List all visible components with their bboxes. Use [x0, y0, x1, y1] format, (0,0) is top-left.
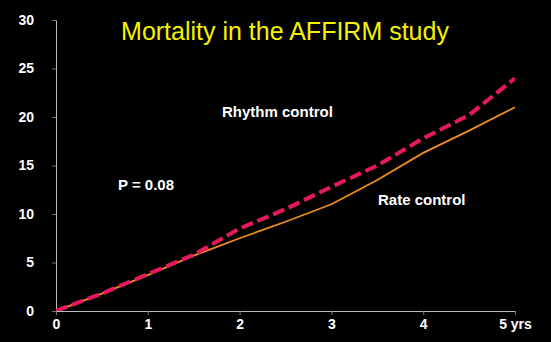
tick: 4: [420, 311, 428, 332]
tick-mark: [148, 311, 149, 315]
tick-mark: [56, 311, 57, 315]
tick: 5 yrs: [499, 311, 532, 332]
tick-mark: [52, 263, 56, 264]
tick-label: 15: [18, 157, 34, 173]
tick: 1: [144, 311, 152, 332]
series-line: [56, 107, 515, 311]
tick-mark: [515, 311, 516, 315]
tick: 3: [328, 311, 336, 332]
tick-label: 1: [144, 316, 152, 332]
annotation: P = 0.08: [118, 176, 174, 193]
tick-label: 30: [18, 12, 34, 28]
tick-label: 0: [26, 303, 34, 319]
tick: 15: [18, 157, 56, 173]
tick: 5: [26, 254, 56, 270]
y-axis: 0 5 10 15 20 25 30: [18, 12, 56, 319]
tick-label: 20: [18, 109, 34, 125]
series-line: [56, 78, 515, 311]
tick-mark: [331, 311, 332, 315]
tick-label: 3: [328, 316, 336, 332]
tick: 10: [18, 206, 56, 222]
axis-line: [56, 21, 57, 312]
tick-mark: [52, 69, 56, 70]
background: [0, 0, 551, 342]
tick-mark: [52, 117, 56, 118]
tick-label: 10: [18, 206, 34, 222]
tick-mark: [52, 166, 56, 167]
tick-mark: [240, 311, 241, 315]
title: Mortality in the AFFIRM study: [121, 17, 449, 45]
tick: 2: [236, 311, 244, 332]
axis-line: [57, 311, 516, 312]
chart: 0 1 2 3 4 5 yrs 0 5 10 15 20 25 30 Mortality in the A…: [0, 0, 551, 342]
tick: 0: [53, 311, 61, 332]
tick-label: 0: [53, 316, 61, 332]
tick: 0: [26, 303, 56, 319]
tick-mark: [52, 214, 56, 215]
series-label: Rhythm control: [222, 103, 333, 120]
series-label: Rate control: [378, 191, 466, 208]
tick: 25: [18, 60, 56, 76]
tick-mark: [52, 20, 56, 21]
tick-mark: [52, 311, 56, 312]
tick: 20: [18, 109, 56, 125]
tick-label: 5 yrs: [499, 316, 532, 332]
tick-label: 4: [420, 316, 428, 332]
plot-area: [56, 78, 515, 311]
tick-mark: [423, 311, 424, 315]
x-axis: 0 1 2 3 4 5 yrs: [53, 311, 532, 332]
tick-label: 5: [26, 254, 34, 270]
tick-label: 2: [236, 316, 244, 332]
tick: 30: [18, 12, 56, 28]
tick-label: 25: [18, 60, 34, 76]
